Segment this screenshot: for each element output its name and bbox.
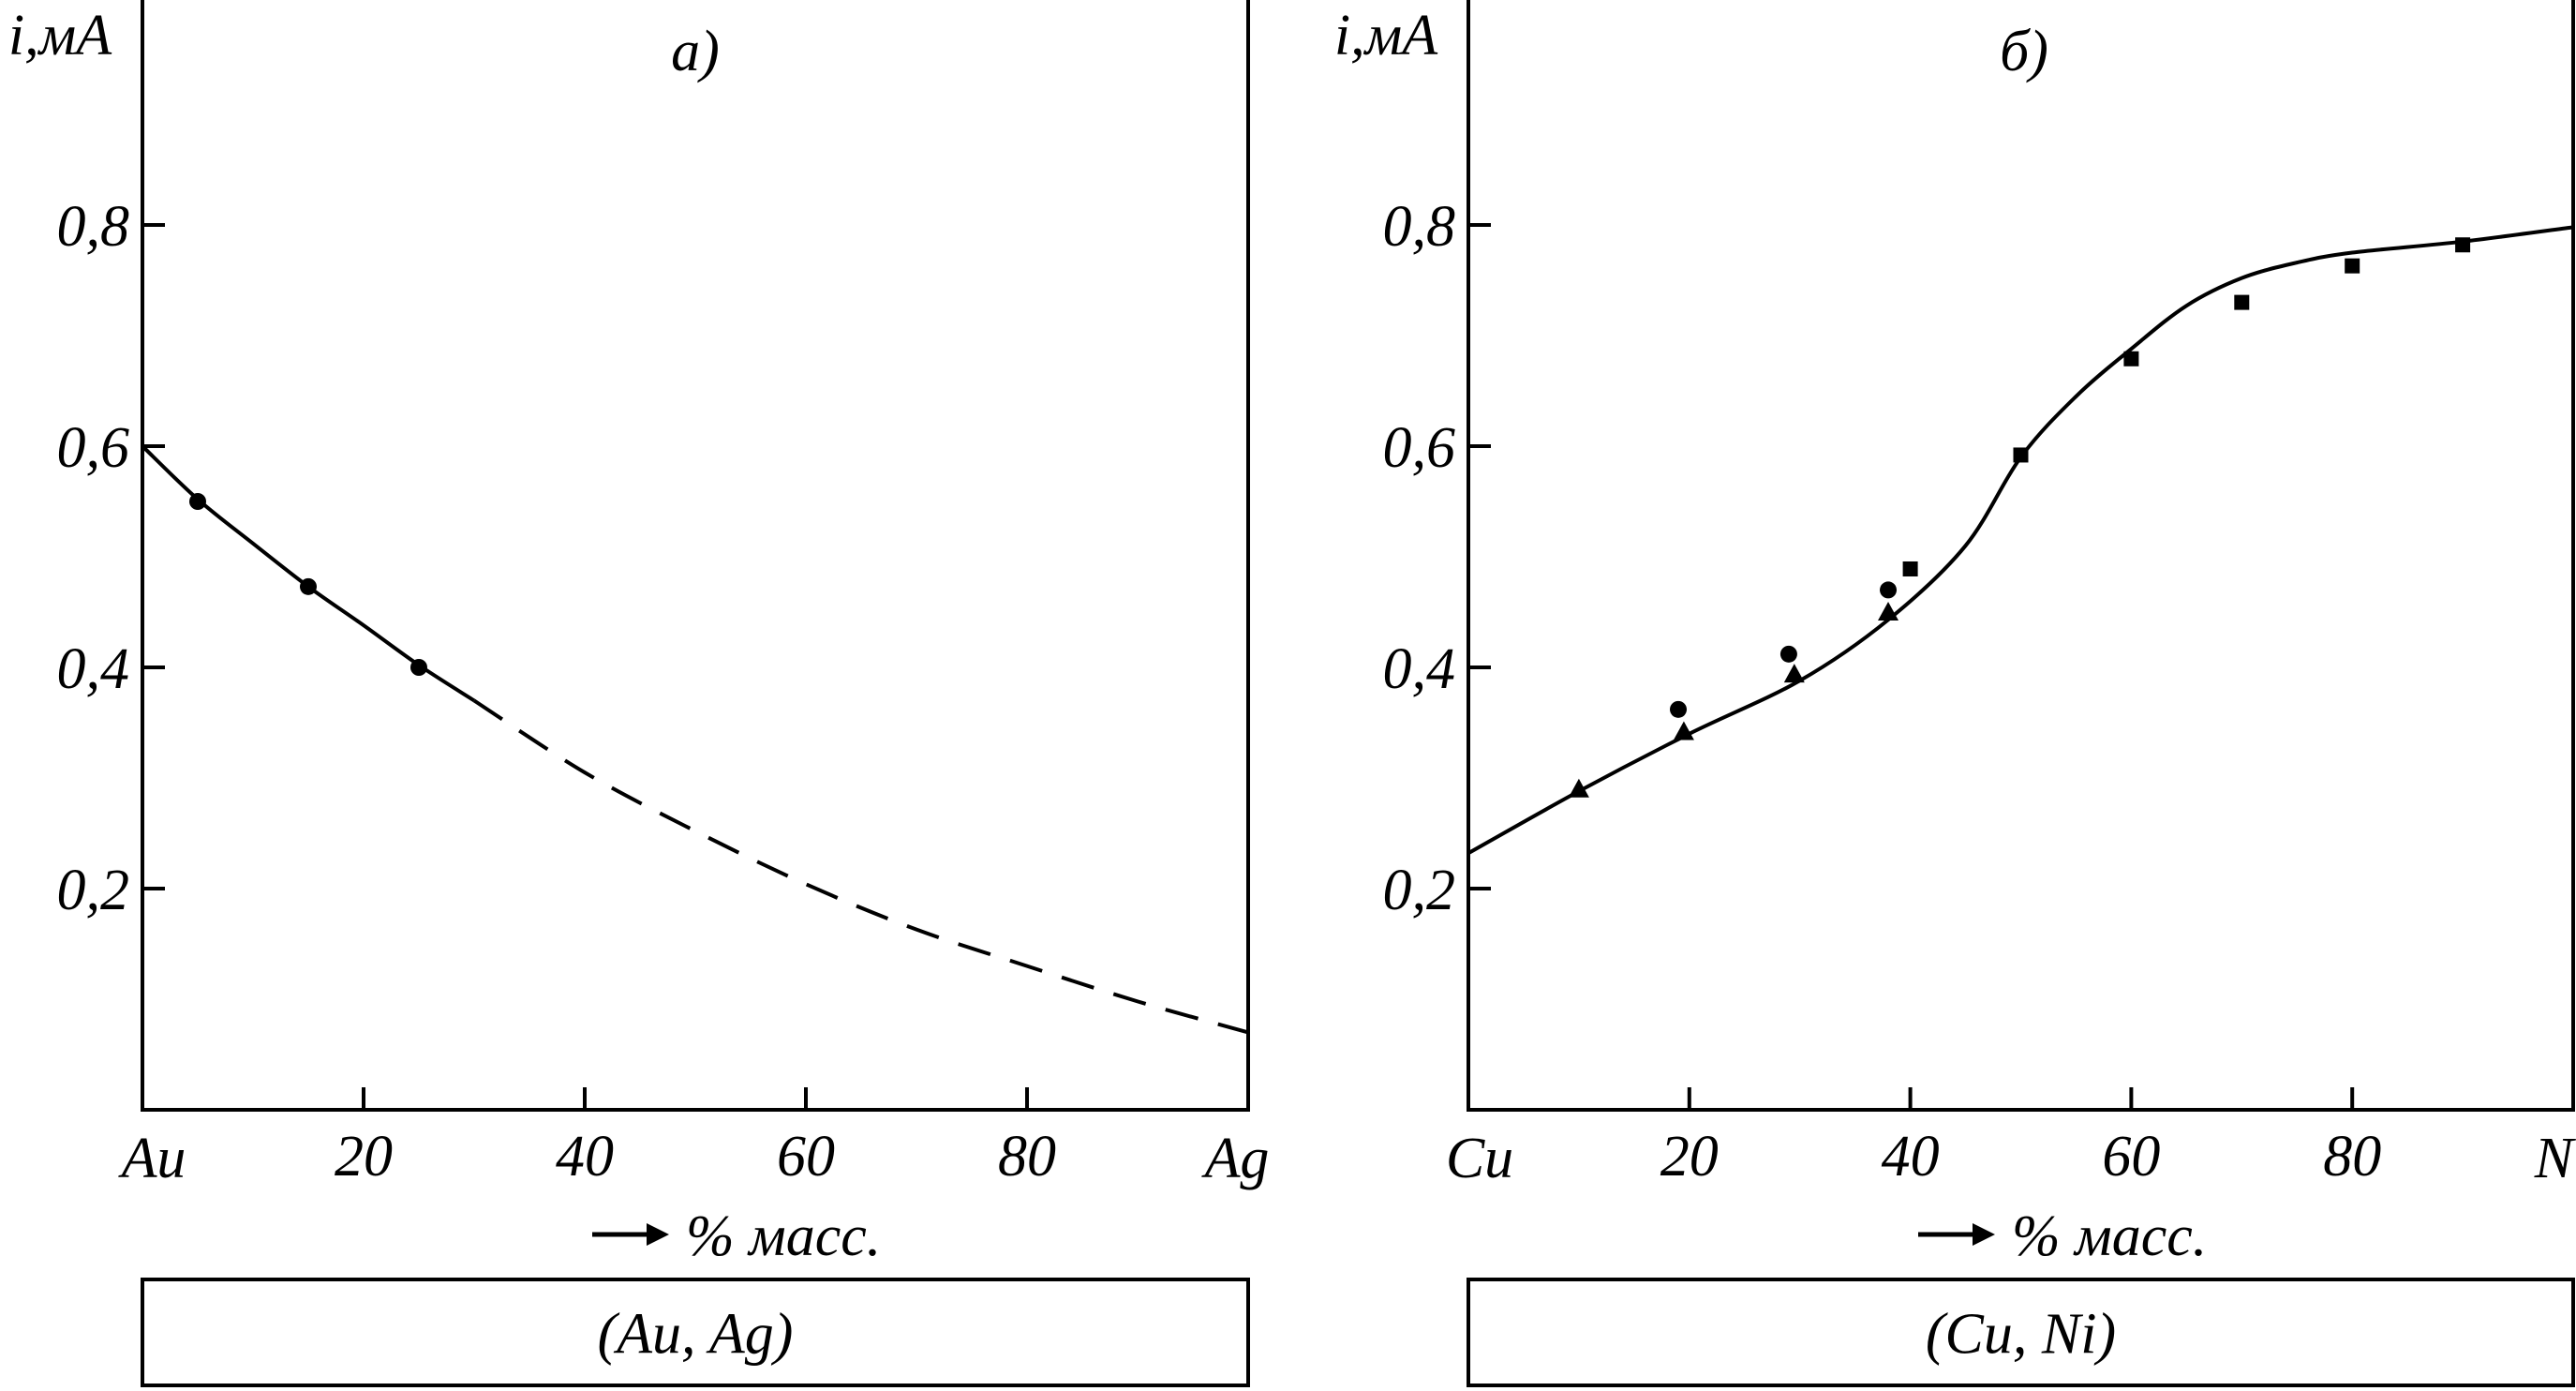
y-axis-label: i,мА — [1334, 4, 1438, 67]
x-tick-label: 20 — [335, 1125, 393, 1189]
caption-box — [141, 1278, 1250, 1387]
data-point-square — [2234, 294, 2250, 310]
data-point-square — [2345, 258, 2360, 274]
x-end-label-right: Ag — [1201, 1127, 1270, 1190]
x-tick-label: 40 — [556, 1125, 614, 1189]
data-point-square — [2123, 351, 2139, 366]
x-tick-label: 60 — [777, 1125, 835, 1189]
y-tick-label: 0,6 — [1383, 416, 1456, 480]
x-tick-label: 60 — [2102, 1125, 2160, 1189]
x-tick-label: 20 — [1660, 1125, 1719, 1189]
x-axis-label: % масс. — [2012, 1204, 2207, 1268]
data-point-circle — [1880, 581, 1898, 599]
subplot-label: б) — [2000, 20, 2048, 83]
series-line-1-0 — [1467, 225, 2574, 855]
y-tick-label: 0,6 — [57, 416, 130, 480]
y-axis-label: i,мА — [8, 4, 112, 67]
x-end-label-right: Ni — [2534, 1127, 2576, 1190]
series-line-0-1 — [472, 698, 1249, 1035]
caption-label: (Au, Ag) — [598, 1303, 794, 1367]
y-tick-label: 0,4 — [57, 637, 130, 701]
data-point-circle — [410, 659, 427, 676]
data-point-circle — [1670, 700, 1688, 718]
data-point-triangle — [1673, 721, 1694, 740]
caption-label: (Cu, Ni) — [1926, 1303, 2116, 1367]
x-tick-label: 80 — [2323, 1125, 2381, 1189]
data-point-triangle — [1568, 778, 1589, 798]
x-tick-label: 40 — [1882, 1125, 1940, 1189]
data-point-square — [1902, 561, 1918, 576]
data-point-circle — [1779, 645, 1797, 663]
x-tick-label: 80 — [998, 1125, 1056, 1189]
data-point-triangle — [1878, 602, 1899, 621]
y-tick-label: 0,8 — [1383, 195, 1456, 259]
data-point-square — [2013, 447, 2029, 463]
x-end-label-left: Au — [118, 1127, 186, 1190]
data-point-triangle — [1783, 664, 1805, 683]
x-axis-label: % масс. — [686, 1204, 881, 1268]
arrow-head-icon — [647, 1223, 669, 1246]
data-point-circle — [300, 577, 317, 595]
x-end-label-left: Cu — [1446, 1127, 1513, 1190]
caption-box — [1467, 1278, 2575, 1387]
arrow-head-icon — [1973, 1223, 1995, 1246]
subplot-label: а) — [671, 20, 720, 83]
y-tick-label: 0,4 — [1383, 637, 1456, 701]
y-tick-label: 0,8 — [57, 195, 130, 259]
y-tick-label: 0,2 — [1383, 859, 1456, 922]
y-tick-label: 0,2 — [57, 859, 130, 922]
data-point-circle — [189, 493, 206, 510]
data-point-square — [2455, 237, 2471, 253]
